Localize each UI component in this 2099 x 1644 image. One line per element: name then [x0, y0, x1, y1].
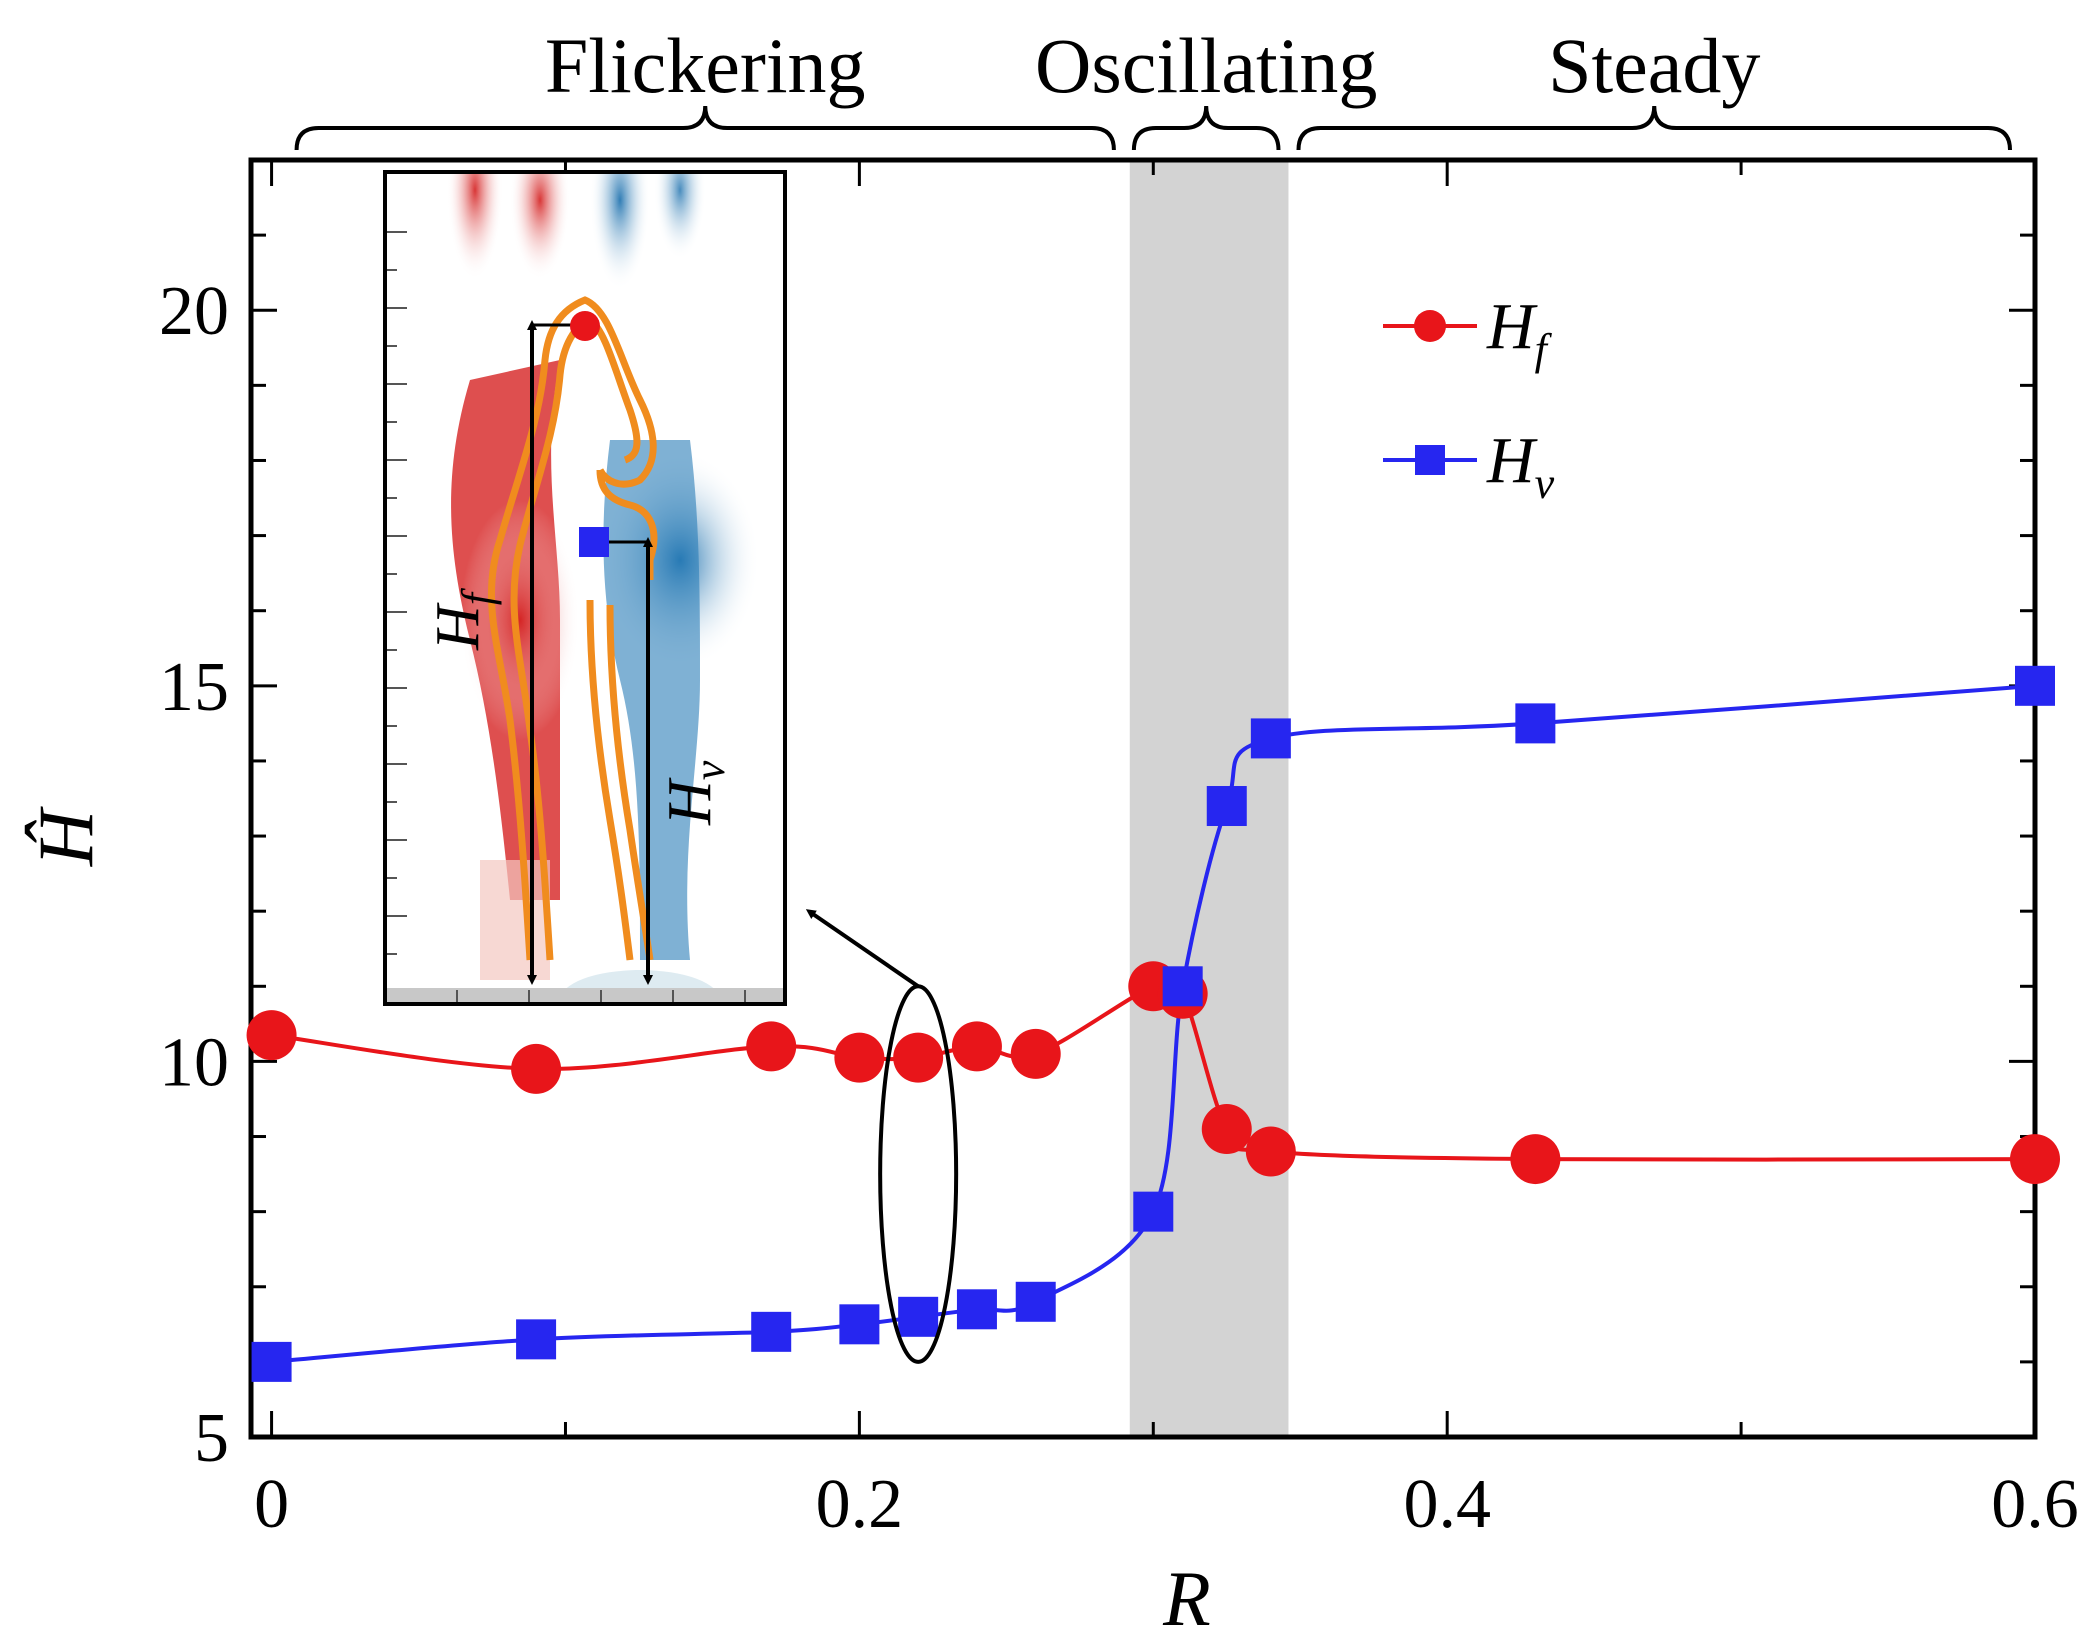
inset-hv-marker — [579, 527, 609, 557]
annotation-group — [805, 909, 959, 1364]
regime-brace — [1131, 105, 1281, 151]
data-point-hv — [1133, 1191, 1174, 1232]
inset-snapshot: Hf Hv — [383, 170, 787, 1006]
data-point-hf — [834, 1032, 885, 1083]
data-point-hf — [746, 1021, 797, 1072]
legend: Hf Hv — [1383, 290, 1555, 508]
svg-text:Hf: Hf — [1486, 290, 1553, 374]
regime-braces: Flickering Oscillating Steady — [294, 22, 2012, 151]
y-tick-label: 5 — [194, 1400, 229, 1477]
data-point-hv — [898, 1296, 939, 1337]
y-tick-label: 10 — [159, 1024, 229, 1101]
data-point-hv — [1206, 786, 1247, 827]
data-point-hf — [951, 1021, 1002, 1072]
regime-brace — [1296, 105, 2012, 151]
inset-hv-label: Hv — [656, 760, 734, 826]
data-point-hv — [1515, 703, 1556, 744]
regime-brace — [294, 105, 1116, 151]
data-point-hv — [1250, 718, 1291, 759]
data-point-hf — [2010, 1134, 2060, 1185]
data-point-hf — [893, 1032, 944, 1083]
y-tick-label: 20 — [159, 273, 229, 350]
data-point-hf — [246, 1010, 297, 1061]
data-point-hf — [1245, 1126, 1296, 1177]
inset-hf-marker — [570, 311, 600, 341]
data-point-hv — [1015, 1281, 1056, 1322]
data-point-hv — [1162, 966, 1203, 1007]
data-point-hf — [1201, 1104, 1252, 1155]
regime-label: Flickering — [545, 22, 866, 109]
x-tick-label: 0.2 — [816, 1466, 904, 1543]
x-tick-label: 0.4 — [1403, 1466, 1491, 1543]
data-point-hv — [839, 1304, 880, 1345]
data-point-hf — [1010, 1028, 1061, 1079]
x-tick-label: 0 — [254, 1466, 289, 1543]
legend-item-hv: Hv — [1383, 424, 1555, 508]
x-axis-label: R — [1162, 1555, 1211, 1642]
y-axis-label: Ĥ — [22, 806, 109, 867]
data-point-hv — [956, 1289, 997, 1330]
axis-ticks — [251, 158, 2037, 1439]
series-group — [246, 665, 2060, 1382]
data-point-hf — [511, 1043, 562, 1094]
data-point-hv — [251, 1341, 292, 1382]
y-tick-label: 15 — [159, 649, 229, 726]
legend-item-hf: Hf — [1383, 290, 1553, 374]
plot-frame — [248, 157, 2038, 1440]
tick-labels: 0 0.2 0.4 0.6 5 10 15 20 — [159, 273, 2079, 1543]
svg-text:Hv: Hv — [1486, 424, 1555, 508]
series-line-h-f — [271, 975, 2036, 1162]
data-point-hv — [2015, 665, 2055, 706]
data-point-hv — [516, 1319, 557, 1360]
data-point-hf — [1510, 1134, 1561, 1185]
regime-label: Steady — [1548, 22, 1760, 109]
data-point-hv — [751, 1311, 792, 1352]
x-tick-label: 0.6 — [1991, 1466, 2079, 1543]
annotation-arrow — [805, 909, 920, 988]
regime-label: Oscillating — [1035, 22, 1377, 109]
